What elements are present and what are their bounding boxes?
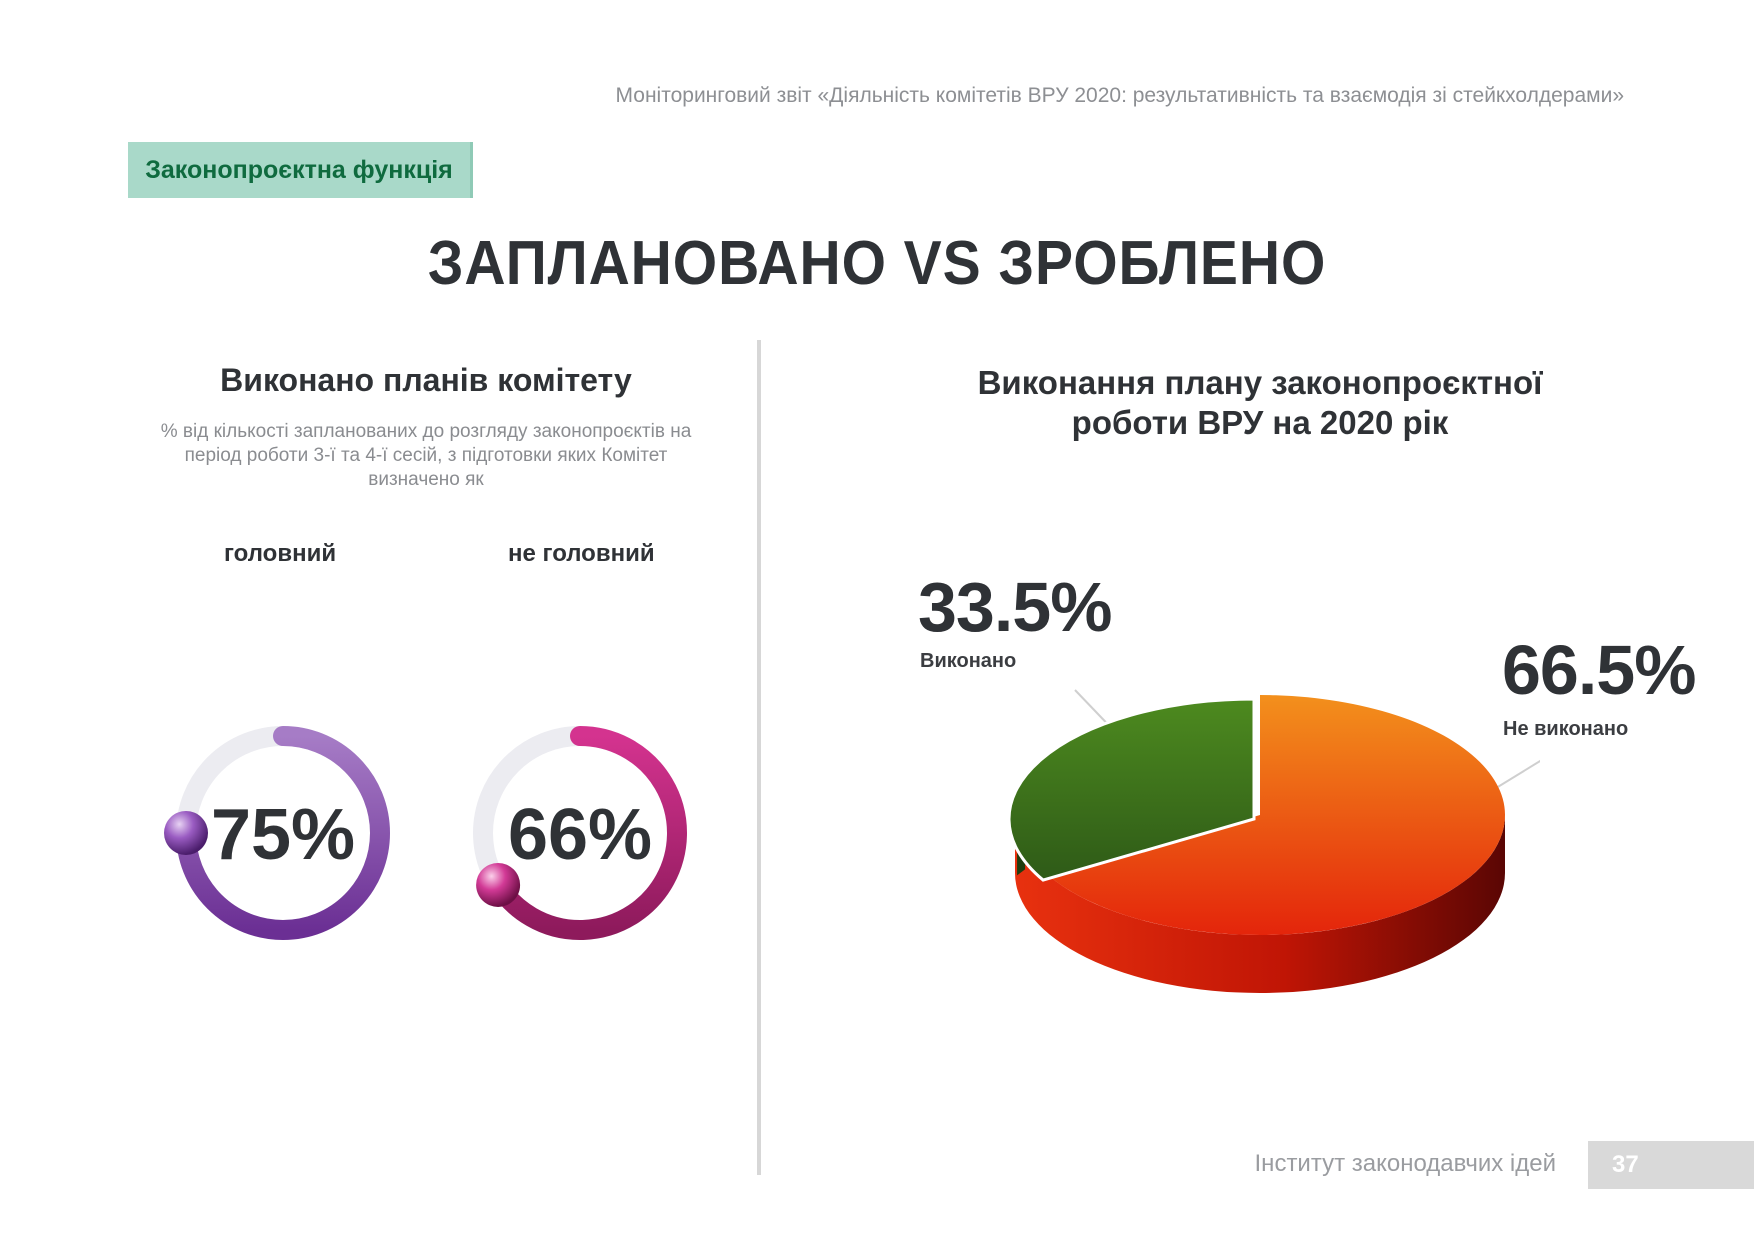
not-done-label: Не виконано: [1503, 718, 1629, 740]
column-divider: [757, 340, 761, 1175]
label-main: головний: [224, 540, 337, 567]
done-value: 33.5%: [918, 568, 1112, 646]
not-done-value: 66.5%: [1502, 631, 1696, 709]
ring-value-secondary: 66%: [508, 795, 652, 875]
progress-ring-secondary-svg: 66%: [473, 726, 687, 940]
ring-knob: [164, 811, 208, 855]
pie-slice-not-done: [1049, 695, 1505, 935]
right-chart-title-line2: роботи ВРУ на 2020 рік: [1071, 404, 1449, 441]
pie-side-not-done: [1015, 815, 1505, 993]
progress-ring-main-svg: 75%: [164, 726, 390, 940]
right-chart-title: Виконання плану законопроєктної роботи В…: [940, 363, 1580, 443]
page-title: ЗАПЛАНОВАНО VS ЗРОБЛЕНО: [427, 229, 1327, 298]
right-chart-title-line1: Виконання плану законопроєктної: [977, 364, 1543, 401]
ring-knob: [476, 862, 521, 907]
left-chart-title: Виконано планів комітету: [220, 362, 632, 398]
done-label: Виконано: [920, 650, 1017, 672]
ring-progress-arc: [176, 726, 390, 940]
page-number: 37: [1588, 1141, 1754, 1189]
progress-ring-main: 75%: [140, 715, 400, 960]
section-tag: Законопроєктна функція: [128, 142, 473, 198]
pie-slice-done: [1007, 697, 1256, 882]
label-secondary: не головний: [508, 540, 655, 567]
ring-progress-arc: [488, 726, 687, 940]
footer-org: Інститут законодавчих ідей: [1254, 1150, 1556, 1177]
ring-value-main: 75%: [211, 795, 355, 875]
progress-ring-secondary: 66%: [460, 715, 720, 960]
pie-chart-3d: [1007, 689, 1540, 993]
report-title: Моніторинговий звіт «Діяльність комітеті…: [615, 84, 1624, 107]
left-chart-subtitle: % від кількості запланованих до розгляду…: [160, 421, 692, 490]
